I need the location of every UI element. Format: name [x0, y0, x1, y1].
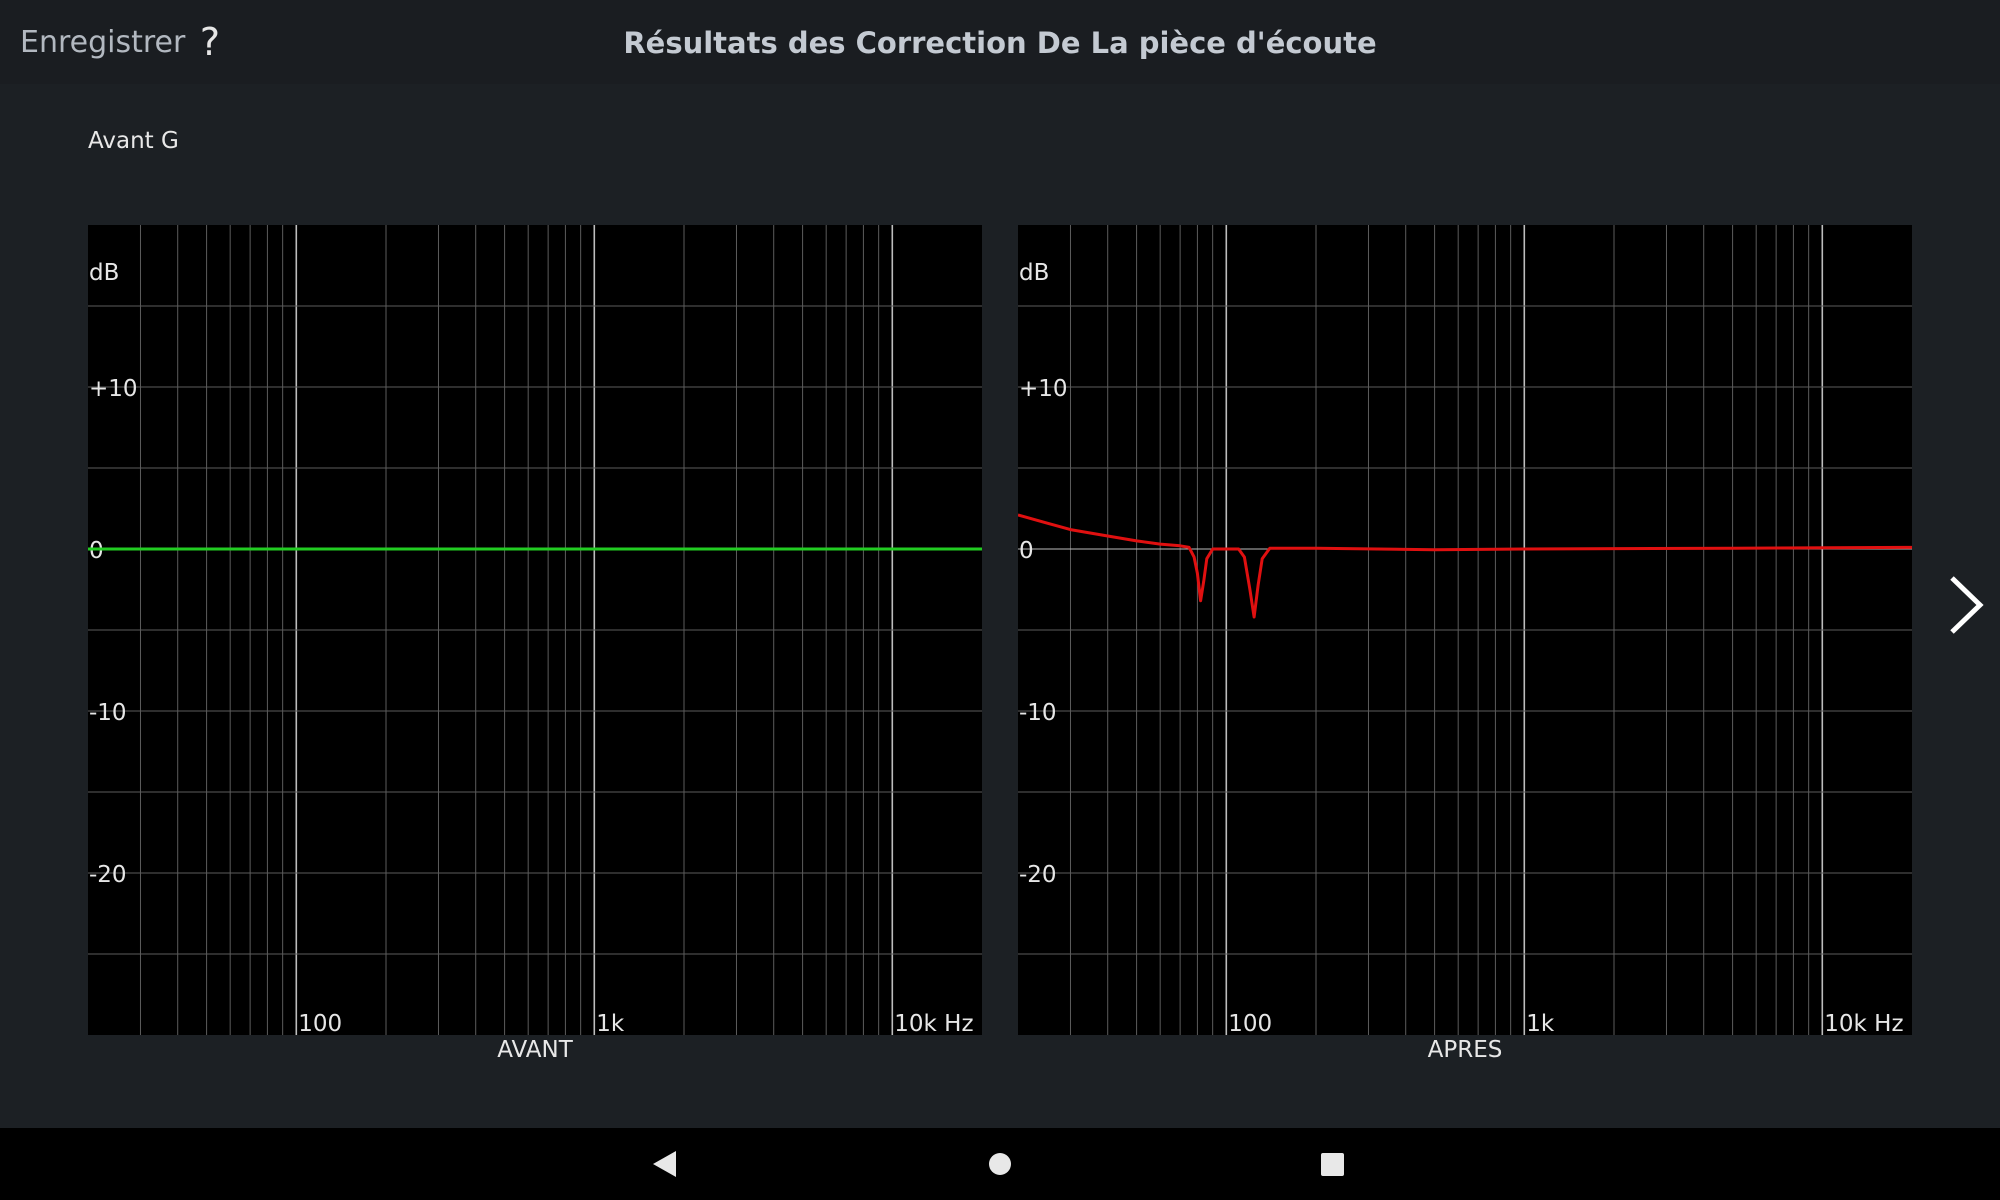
x-tick-label: 10k Hz	[1824, 1011, 1903, 1035]
save-button[interactable]: Enregistrer	[20, 25, 186, 60]
y-tick-label: +10	[89, 376, 138, 402]
y-unit-label: dB	[89, 260, 119, 286]
y-tick-label: +10	[1019, 376, 1068, 402]
system-nav-bar	[0, 1128, 2000, 1200]
nav-back-button[interactable]	[642, 1142, 686, 1186]
y-tick-label: 0	[1019, 538, 1034, 564]
channel-label: Avant G	[88, 128, 179, 154]
x-tick-label: 1k	[596, 1011, 625, 1035]
back-triangle-icon	[653, 1151, 676, 1177]
y-tick-label: -10	[89, 700, 127, 726]
nav-recents-button[interactable]	[1310, 1142, 1354, 1186]
chart-caption-before: AVANT	[497, 1037, 573, 1063]
top-bar: Enregistrer ? Résultats des Correction D…	[0, 0, 2000, 84]
help-button[interactable]: ?	[199, 20, 221, 64]
chevron-right-icon	[1950, 576, 1984, 634]
chart-before: +10 0 -10 -20 dB 100 1k 10k Hz	[88, 225, 982, 1035]
y-tick-label: -10	[1019, 700, 1057, 726]
x-tick-label: 1k	[1526, 1011, 1555, 1035]
series-line	[1018, 513, 1912, 619]
nav-home-button[interactable]	[978, 1142, 1022, 1186]
y-tick-label: -20	[89, 862, 127, 888]
page-title: Résultats des Correction De La pièce d'é…	[623, 26, 1377, 60]
x-tick-label: 10k Hz	[894, 1011, 973, 1035]
recents-square-icon	[1321, 1153, 1344, 1176]
y-tick-label: 0	[89, 538, 104, 564]
x-tick-label: 100	[1228, 1011, 1272, 1035]
y-unit-label: dB	[1019, 260, 1049, 286]
chart-after: +10 0 -10 -20 dB 100 1k 10k Hz	[1018, 225, 1912, 1035]
x-tick-label: 100	[298, 1011, 342, 1035]
home-circle-icon	[989, 1153, 1011, 1175]
chart-caption-after: APRES	[1427, 1037, 1503, 1063]
y-tick-label: -20	[1019, 862, 1057, 888]
next-chevron-button[interactable]	[1940, 570, 1996, 640]
